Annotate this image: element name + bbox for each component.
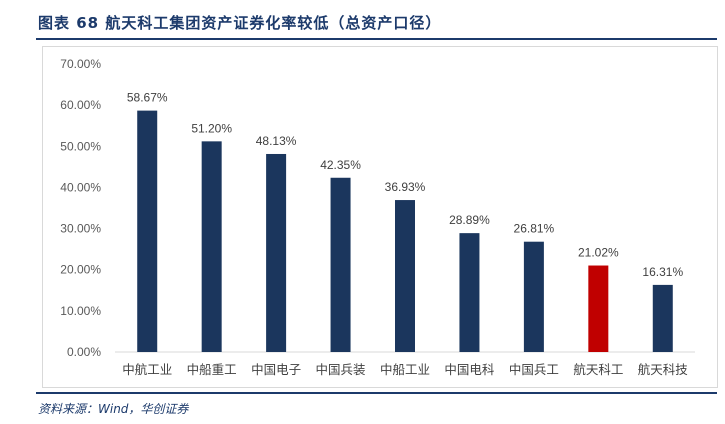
y-tick-label: 30.00% bbox=[60, 222, 101, 236]
x-category-label: 中船工业 bbox=[380, 362, 430, 377]
data-labels-group: 58.67% 51.20% 48.13% 42.35% 36.93% 28.89% 26.8… bbox=[127, 91, 684, 279]
bar-9 bbox=[652, 284, 673, 352]
y-tick-label: 70.00% bbox=[60, 57, 101, 71]
title-divider bbox=[36, 38, 717, 40]
x-category-label: 中国兵装 bbox=[316, 362, 366, 377]
data-label: 16.31% bbox=[642, 265, 683, 279]
bar-7 bbox=[523, 241, 544, 352]
bar-8 bbox=[588, 265, 609, 352]
x-axis-categories: 中航工业 中船重工 中国电子 中国兵装 中船工业 中国电科 中国兵工 航天科工 航天科技 bbox=[122, 362, 688, 377]
x-category-label: 中国兵工 bbox=[509, 362, 559, 377]
data-label: 36.93% bbox=[385, 180, 426, 194]
data-label: 42.35% bbox=[320, 158, 361, 172]
bar-6 bbox=[459, 233, 480, 352]
y-tick-label: 40.00% bbox=[60, 180, 101, 194]
data-label: 21.02% bbox=[578, 246, 619, 260]
bar-5 bbox=[395, 200, 415, 352]
x-category-label: 航天科技 bbox=[638, 362, 689, 377]
y-axis-ticks: 0.00% 10.00% 20.00% 30.00% 40.00% 50.00% 60.00… bbox=[60, 57, 101, 359]
x-category-label: 中国电子 bbox=[251, 362, 301, 377]
x-category-label: 中船重工 bbox=[187, 362, 237, 377]
x-category-label: 中国电科 bbox=[444, 362, 495, 377]
figure-title: 图表 68 航天科工集团资产证券化率较低（总资产口径） bbox=[38, 14, 442, 32]
source-note: 资料来源：Wind，华创证券 bbox=[38, 402, 189, 416]
data-label: 26.81% bbox=[514, 222, 555, 236]
figure-header: 图表 68 航天科工集团资产证券化率较低（总资产口径） bbox=[0, 0, 725, 44]
data-label: 28.89% bbox=[449, 213, 490, 227]
chart-panel: 0.00% 10.00% 20.00% 30.00% 40.00% 50.00% 60.00… bbox=[42, 46, 718, 388]
y-tick-label: 10.00% bbox=[60, 304, 101, 318]
bar-1 bbox=[137, 110, 158, 352]
y-tick-label: 0.00% bbox=[67, 345, 101, 359]
bar-chart: 0.00% 10.00% 20.00% 30.00% 40.00% 50.00% 60.00… bbox=[60, 57, 695, 377]
y-tick-label: 60.00% bbox=[60, 98, 101, 112]
data-label: 48.13% bbox=[256, 134, 297, 148]
y-tick-label: 50.00% bbox=[60, 139, 101, 153]
y-tick-label: 20.00% bbox=[60, 263, 101, 277]
data-label: 51.20% bbox=[191, 121, 232, 135]
footer-divider bbox=[36, 392, 717, 394]
bar-4 bbox=[330, 177, 351, 352]
bars-group bbox=[137, 110, 673, 352]
bar-2 bbox=[201, 141, 222, 352]
x-category-label: 中航工业 bbox=[122, 362, 172, 377]
x-category-label: 航天科工 bbox=[573, 362, 623, 377]
bar-3 bbox=[266, 153, 287, 352]
data-label: 58.67% bbox=[127, 91, 168, 105]
